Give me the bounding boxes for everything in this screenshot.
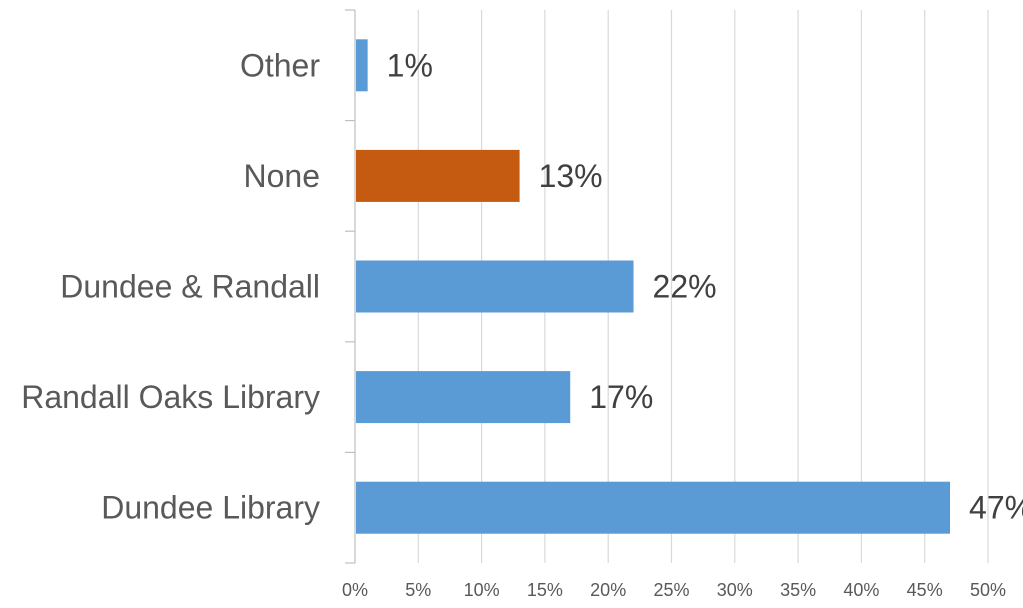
category-label: None [244, 158, 321, 194]
gridlines [417, 10, 989, 563]
data-label: 13% [539, 158, 603, 194]
data-label: 22% [653, 269, 717, 305]
x-tick-label: 30% [717, 580, 753, 600]
data-label: 17% [589, 379, 653, 415]
category-labels: Other None Dundee & Randall Randall Oaks Li… [21, 47, 320, 525]
category-label: Dundee Library [101, 490, 320, 526]
x-tick-label: 35% [780, 580, 816, 600]
x-tick-label: 40% [843, 580, 879, 600]
category-label: Randall Oaks Library [21, 379, 320, 415]
x-tick-label: 0% [342, 580, 368, 600]
category-label: Dundee & Randall [60, 269, 320, 305]
x-tick-label: 50% [970, 580, 1006, 600]
data-label: 1% [387, 47, 433, 83]
bar [356, 39, 368, 92]
x-tick-label: 15% [527, 580, 563, 600]
bar [356, 481, 951, 534]
x-tick-label: 10% [464, 580, 500, 600]
category-label: Other [240, 47, 320, 83]
data-labels: 1% 13% 22% 17% 47% [387, 47, 1023, 525]
bar [356, 260, 634, 313]
data-label: 47% [969, 490, 1023, 526]
x-tick-label: 20% [590, 580, 626, 600]
x-tick-labels: 0% 5% 10% 15% 20% 25% 30% 35% 40% 45% 50% [342, 580, 1006, 600]
x-tick-label: 25% [653, 580, 689, 600]
bar [356, 149, 520, 202]
bars [356, 39, 951, 534]
bar [356, 371, 571, 424]
x-tick-label: 45% [907, 580, 943, 600]
x-tick-label: 5% [405, 580, 431, 600]
category-axis [345, 9, 356, 564]
